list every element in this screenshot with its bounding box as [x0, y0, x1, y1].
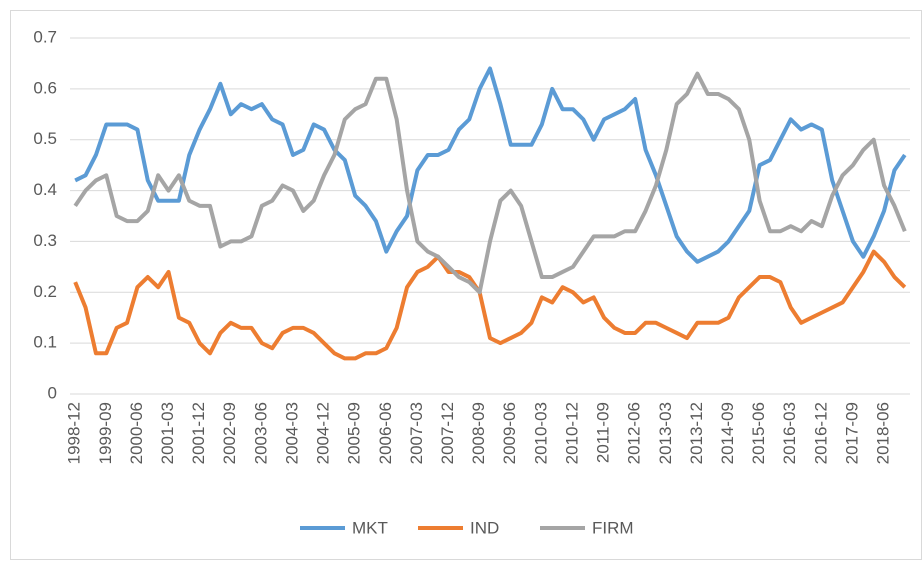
series-line: [74, 66, 907, 264]
x-tick-label: 1999-09: [96, 402, 115, 464]
x-tick-label: 2012-06: [625, 402, 644, 464]
y-tick-label: 0.6: [33, 78, 57, 97]
x-tick-label: 2008-09: [469, 402, 488, 464]
x-tick-label: 2002-09: [220, 402, 239, 464]
series-line: [73, 249, 907, 361]
legend-label: FIRM: [592, 518, 634, 537]
y-tick-label: 0.4: [33, 180, 57, 199]
x-tick-label: 1998-12: [65, 402, 84, 464]
x-tick-label: 2007-12: [438, 402, 457, 464]
x-tick-label: 2014-09: [718, 402, 737, 464]
x-tick-label: 2010-12: [562, 402, 581, 464]
x-tick-label: 2016-12: [811, 402, 830, 464]
x-tick-label: 2005-09: [345, 402, 364, 464]
x-tick-label: 2004-03: [282, 402, 301, 464]
chart-border: [10, 10, 922, 560]
x-tick-label: 2013-03: [656, 402, 675, 464]
x-tick-label: 2016-03: [780, 402, 799, 464]
x-tick-label: 2009-06: [500, 402, 519, 464]
x-tick-label: 2013-12: [687, 402, 706, 464]
legend-label: MKT: [352, 518, 388, 537]
legend-label: IND: [470, 518, 499, 537]
x-tick-label: 2001-12: [189, 402, 208, 464]
y-tick-label: 0.3: [33, 231, 57, 250]
y-tick-label: 0.2: [33, 282, 57, 301]
y-tick-label: 0.1: [33, 333, 57, 352]
x-tick-label: 2010-03: [531, 402, 550, 464]
x-tick-label: 2004-12: [314, 402, 333, 464]
x-tick-label: 2015-06: [749, 402, 768, 464]
x-tick-label: 2011-09: [594, 402, 613, 463]
series-line: [73, 71, 907, 295]
x-tick-label: 2001-03: [158, 402, 177, 464]
y-tick-label: 0.5: [33, 129, 57, 148]
y-tick-label: 0: [48, 383, 57, 402]
x-tick-label: 2006-06: [376, 402, 395, 464]
x-tick-label: 2000-06: [127, 402, 146, 464]
x-tick-label: 2007-03: [407, 402, 426, 464]
x-tick-label: 2003-06: [251, 402, 270, 464]
x-tick-label: 2017-09: [842, 402, 861, 464]
x-tick-label: 2018-06: [874, 402, 893, 464]
y-tick-label: 0.7: [33, 27, 57, 46]
